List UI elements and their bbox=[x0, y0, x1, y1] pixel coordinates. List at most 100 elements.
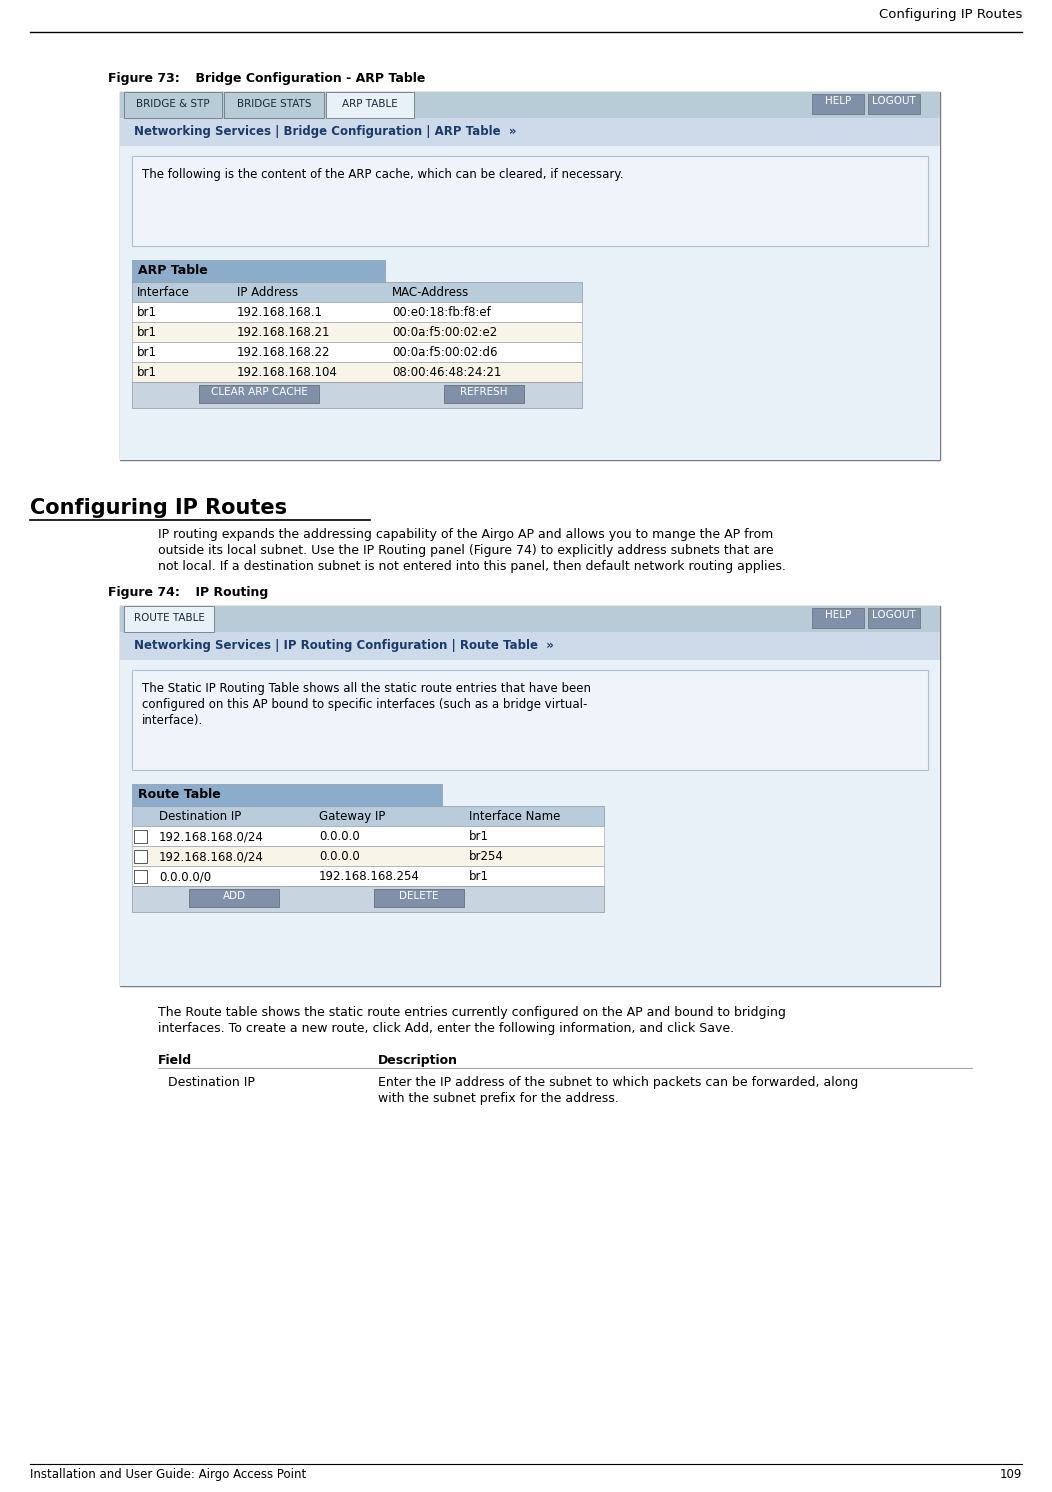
Bar bbox=[189, 889, 279, 907]
Text: 08:00:46:48:24:21: 08:00:46:48:24:21 bbox=[392, 366, 502, 379]
Text: 192.168.168.22: 192.168.168.22 bbox=[237, 346, 330, 360]
Bar bbox=[134, 870, 147, 883]
Text: HELP: HELP bbox=[825, 95, 851, 106]
Text: Field: Field bbox=[158, 1053, 193, 1067]
Text: 192.168.168.104: 192.168.168.104 bbox=[237, 366, 338, 379]
Text: 0.0.0.0/0: 0.0.0.0/0 bbox=[159, 870, 211, 883]
Text: Description: Description bbox=[378, 1053, 458, 1067]
Text: Route Table: Route Table bbox=[138, 788, 221, 801]
Text: 00:0a:f5:00:02:d6: 00:0a:f5:00:02:d6 bbox=[392, 346, 498, 360]
Text: 192.168.168.21: 192.168.168.21 bbox=[237, 325, 330, 339]
Text: Enter the IP address of the subnet to which packets can be forwarded, along: Enter the IP address of the subnet to wh… bbox=[378, 1076, 858, 1089]
Text: LOGOUT: LOGOUT bbox=[872, 95, 916, 106]
Text: not local. If a destination subnet is not entered into this panel, then default : not local. If a destination subnet is no… bbox=[158, 560, 786, 573]
Text: Figure 73:: Figure 73: bbox=[108, 72, 180, 85]
Text: BRIDGE & STP: BRIDGE & STP bbox=[136, 98, 209, 109]
Bar bbox=[134, 830, 147, 843]
Text: Networking Services | Bridge Configuration | ARP Table  »: Networking Services | Bridge Configurati… bbox=[134, 125, 517, 137]
Bar bbox=[132, 846, 604, 865]
Text: IP routing expands the addressing capability of the Airgo AP and allows you to m: IP routing expands the addressing capabi… bbox=[158, 528, 773, 542]
Text: Networking Services | IP Routing Configuration | Route Table  »: Networking Services | IP Routing Configu… bbox=[134, 639, 553, 652]
Text: 00:0a:f5:00:02:e2: 00:0a:f5:00:02:e2 bbox=[392, 325, 498, 339]
Bar bbox=[132, 806, 604, 827]
Bar bbox=[132, 363, 582, 382]
Text: with the subnet prefix for the address.: with the subnet prefix for the address. bbox=[378, 1092, 619, 1106]
Text: interface).: interface). bbox=[142, 715, 203, 727]
Text: Bridge Configuration - ARP Table: Bridge Configuration - ARP Table bbox=[178, 72, 425, 85]
Bar bbox=[199, 385, 319, 403]
Text: br1: br1 bbox=[469, 870, 489, 883]
Text: configured on this AP bound to specific interfaces (such as a bridge virtual-: configured on this AP bound to specific … bbox=[142, 698, 587, 712]
Text: br1: br1 bbox=[137, 325, 157, 339]
Text: 0.0.0.0: 0.0.0.0 bbox=[319, 830, 360, 843]
Text: MAC-Address: MAC-Address bbox=[392, 286, 469, 298]
Text: CLEAR ARP CACHE: CLEAR ARP CACHE bbox=[210, 386, 307, 397]
Text: 0.0.0.0: 0.0.0.0 bbox=[319, 850, 360, 862]
Text: The Route table shows the static route entries currently configured on the AP an: The Route table shows the static route e… bbox=[158, 1006, 786, 1019]
Text: br254: br254 bbox=[469, 850, 504, 862]
Text: Interface Name: Interface Name bbox=[469, 810, 561, 824]
Text: Installation and User Guide: Airgo Access Point: Installation and User Guide: Airgo Acces… bbox=[31, 1468, 306, 1482]
Bar bbox=[120, 93, 940, 460]
Bar bbox=[120, 606, 940, 986]
Text: interfaces. To create a new route, click Add, enter the following information, a: interfaces. To create a new route, click… bbox=[158, 1022, 734, 1035]
Bar bbox=[132, 342, 582, 363]
Text: The following is the content of the ARP cache, which can be cleared, if necessar: The following is the content of the ARP … bbox=[142, 169, 624, 181]
Text: br1: br1 bbox=[137, 306, 157, 319]
Bar bbox=[224, 93, 324, 118]
Text: The Static IP Routing Table shows all the static route entries that have been: The Static IP Routing Table shows all th… bbox=[142, 682, 591, 695]
Bar bbox=[132, 301, 582, 322]
Bar bbox=[444, 385, 524, 403]
Text: br1: br1 bbox=[469, 830, 489, 843]
Text: 192.168.168.0/24: 192.168.168.0/24 bbox=[159, 850, 264, 862]
Text: ARP TABLE: ARP TABLE bbox=[342, 98, 398, 109]
Text: ARP Table: ARP Table bbox=[138, 264, 207, 278]
Bar bbox=[132, 382, 582, 407]
Bar bbox=[132, 670, 928, 770]
Bar bbox=[124, 93, 222, 118]
Text: Destination IP: Destination IP bbox=[168, 1076, 255, 1089]
Bar bbox=[132, 260, 385, 282]
Text: REFRESH: REFRESH bbox=[461, 386, 508, 397]
Bar bbox=[120, 93, 940, 118]
Bar bbox=[120, 633, 940, 659]
Text: LOGOUT: LOGOUT bbox=[872, 610, 916, 621]
Text: Figure 74:: Figure 74: bbox=[108, 586, 180, 598]
Bar bbox=[868, 609, 920, 628]
Text: Configuring IP Routes: Configuring IP Routes bbox=[31, 498, 287, 518]
Bar bbox=[124, 606, 214, 633]
Text: 192.168.168.254: 192.168.168.254 bbox=[319, 870, 420, 883]
Bar bbox=[132, 322, 582, 342]
Text: 192.168.168.0/24: 192.168.168.0/24 bbox=[159, 830, 264, 843]
Bar bbox=[868, 94, 920, 113]
Text: HELP: HELP bbox=[825, 610, 851, 621]
Text: br1: br1 bbox=[137, 346, 157, 360]
Bar bbox=[120, 659, 940, 986]
Bar bbox=[812, 609, 864, 628]
Text: br1: br1 bbox=[137, 366, 157, 379]
Bar bbox=[812, 94, 864, 113]
Text: 109: 109 bbox=[999, 1468, 1021, 1482]
Bar bbox=[132, 282, 582, 301]
Bar bbox=[132, 886, 604, 912]
Bar bbox=[120, 146, 940, 460]
Bar bbox=[120, 606, 940, 633]
Text: Configuring IP Routes: Configuring IP Routes bbox=[878, 7, 1021, 21]
Bar bbox=[134, 850, 147, 862]
Text: DELETE: DELETE bbox=[400, 891, 439, 901]
Text: BRIDGE STATS: BRIDGE STATS bbox=[237, 98, 311, 109]
Bar bbox=[326, 93, 414, 118]
Text: IP Address: IP Address bbox=[237, 286, 298, 298]
Text: Gateway IP: Gateway IP bbox=[319, 810, 385, 824]
Text: Destination IP: Destination IP bbox=[159, 810, 241, 824]
Bar bbox=[375, 889, 464, 907]
Bar bbox=[132, 157, 928, 246]
Text: 192.168.168.1: 192.168.168.1 bbox=[237, 306, 323, 319]
Bar bbox=[132, 865, 604, 886]
Text: ADD: ADD bbox=[222, 891, 245, 901]
Bar bbox=[120, 118, 940, 146]
Text: outside its local subnet. Use the IP Routing panel (Figure 74) to explicitly add: outside its local subnet. Use the IP Rou… bbox=[158, 545, 773, 557]
Text: ROUTE TABLE: ROUTE TABLE bbox=[134, 613, 204, 624]
Text: 00:e0:18:fb:f8:ef: 00:e0:18:fb:f8:ef bbox=[392, 306, 490, 319]
Bar bbox=[132, 827, 604, 846]
